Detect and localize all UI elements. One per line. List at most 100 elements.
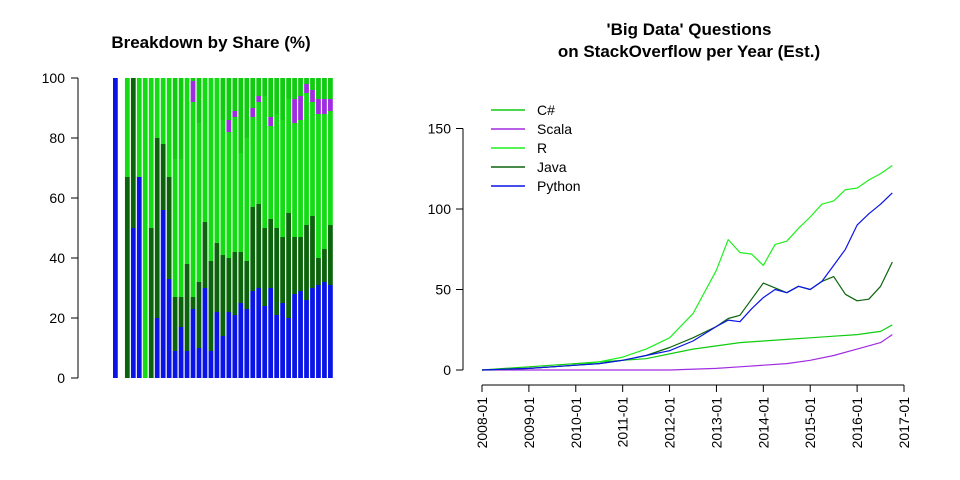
questions-y-axis: 0 50 100 150 xyxy=(428,121,464,378)
share-bar-segment-r xyxy=(184,78,190,264)
share-bar-segment-java xyxy=(286,213,291,318)
questions-chart-title-line-1: 'Big Data' Questions xyxy=(607,20,772,39)
share-bar-segment-java xyxy=(124,177,130,378)
legend-label-r: R xyxy=(537,140,547,156)
share-bar-segment-python xyxy=(190,309,196,378)
questions-x-tick-label: 2017-01 xyxy=(896,397,912,449)
share-bar-segment-java xyxy=(274,228,280,315)
share-bar-segment-r xyxy=(154,78,160,138)
share-bar-segment-r xyxy=(286,99,291,213)
share-bar-segment-csharp xyxy=(262,78,268,96)
share-bar-segment-scala xyxy=(256,96,262,102)
share-bar-segment-csharp xyxy=(178,78,184,159)
share-bar-segment-python xyxy=(304,300,309,378)
share-bar-segment-java xyxy=(160,144,166,210)
share-bar-segment-python xyxy=(322,282,327,378)
share-bar-segment-java xyxy=(232,252,238,315)
share-bar-segment-r xyxy=(166,78,172,177)
share-bar-segment-java xyxy=(196,282,202,348)
line-series xyxy=(481,165,893,371)
share-bar-segment-python xyxy=(328,285,333,378)
share-bar-segment-python xyxy=(220,336,226,378)
series-line-python xyxy=(481,192,893,371)
questions-x-tick-label: 2014-01 xyxy=(755,397,771,449)
share-bar-segment-python xyxy=(178,327,184,378)
share-bar-segment-python xyxy=(256,288,262,378)
legend-label-java: Java xyxy=(537,159,567,175)
share-bar-segment-csharp xyxy=(256,78,262,96)
share-bar-segment-csharp xyxy=(226,78,232,120)
share-bar-segment-java xyxy=(130,78,136,228)
share-bar-segment-java xyxy=(298,237,303,291)
share-bar-segment-java xyxy=(178,297,184,327)
share-bar-segment-r xyxy=(244,138,250,261)
share-chart-title: Breakdown by Share (%) xyxy=(111,33,310,52)
share-bar-segment-python xyxy=(298,291,303,378)
share-bar-segment-r xyxy=(136,78,142,177)
share-bar-segment-python xyxy=(172,351,178,378)
legend-label-scala: Scala xyxy=(537,121,572,137)
share-bar-segment-java xyxy=(172,297,178,351)
share-y-tick-label: 0 xyxy=(57,370,65,386)
share-bar-segment-python xyxy=(292,294,297,378)
share-bar-segment-java xyxy=(322,249,327,282)
share-bar-segment-python xyxy=(286,318,291,378)
share-bar-segment-java xyxy=(292,237,297,294)
share-bar-segment-r xyxy=(124,78,130,177)
share-bar-segment-csharp xyxy=(238,78,244,153)
share-bar-segment-r xyxy=(316,114,321,258)
series-line-scala xyxy=(482,334,893,371)
share-bar-segment-r xyxy=(262,96,268,228)
legend-label-csharp: C# xyxy=(537,102,555,118)
share-bar-segment-csharp xyxy=(328,78,333,99)
share-bar-segment-r xyxy=(214,78,220,243)
questions-y-tick-label: 0 xyxy=(443,362,451,378)
share-bar-segment-r xyxy=(292,123,297,237)
share-bar-segment-csharp xyxy=(298,78,303,96)
share-bar-segment-java xyxy=(238,252,244,303)
share-bar-segment-java xyxy=(220,255,226,336)
share-bar-segment-r xyxy=(202,78,208,222)
questions-x-axis: 2008-01 2009-01 2010-01 2011-01 2012-01 2013-… xyxy=(474,384,912,449)
share-bar-segment-python xyxy=(280,303,286,378)
share-bar-segment-python xyxy=(316,285,321,378)
questions-y-tick-label: 100 xyxy=(428,201,452,217)
share-bar-segment-java xyxy=(190,297,196,309)
share-bar-segment-java xyxy=(184,264,190,351)
share-bar-segment-java xyxy=(154,138,160,318)
share-bar-segment-java xyxy=(208,261,214,351)
share-bar-segment-csharp xyxy=(196,78,202,123)
share-bar-segment-java xyxy=(262,228,268,306)
share-bar-segment-python xyxy=(113,78,118,378)
share-bar-segment-java xyxy=(148,228,154,378)
share-y-tick-label: 40 xyxy=(49,250,65,266)
share-bar-segment-java xyxy=(250,207,256,291)
share-bar-segment-r xyxy=(148,78,154,228)
share-bar-segment-scala xyxy=(310,90,315,102)
share-bar-segment-python xyxy=(130,228,136,378)
share-bar-segment-csharp xyxy=(310,78,315,90)
questions-y-tick-label: 150 xyxy=(428,121,452,137)
share-bar-segment-python xyxy=(244,309,250,378)
share-bar-segment-python xyxy=(226,312,232,378)
share-bar-segment-python xyxy=(202,288,208,378)
share-bar-segment-csharp xyxy=(190,78,196,81)
legend: C# Scala R Java Python xyxy=(491,102,581,194)
share-bar-segment-python xyxy=(184,351,190,378)
share-bar-segment-scala xyxy=(190,81,196,102)
share-bar-segment-java xyxy=(202,222,208,288)
questions-chart-title-line-2: on StackOverflow per Year (Est.) xyxy=(558,42,820,61)
share-bar-segment-python xyxy=(136,177,142,378)
share-bar-segment-csharp xyxy=(304,78,309,84)
share-bar-segment-r xyxy=(232,117,238,252)
questions-y-tick-label: 50 xyxy=(435,282,451,298)
share-bar-segment-python xyxy=(160,210,166,378)
share-bar-segment-scala xyxy=(316,99,321,114)
share-y-tick-label: 80 xyxy=(49,130,65,146)
questions-x-tick-label: 2013-01 xyxy=(708,397,724,449)
share-bar-segment-csharp xyxy=(286,78,291,99)
share-bar-segment-csharp xyxy=(268,78,274,117)
questions-chart: 'Big Data' Questions on StackOverflow pe… xyxy=(428,20,912,448)
share-bar-segment-r xyxy=(268,126,274,219)
